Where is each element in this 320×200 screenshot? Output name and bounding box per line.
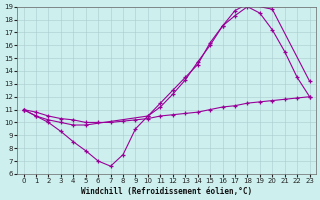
X-axis label: Windchill (Refroidissement éolien,°C): Windchill (Refroidissement éolien,°C) (81, 187, 252, 196)
